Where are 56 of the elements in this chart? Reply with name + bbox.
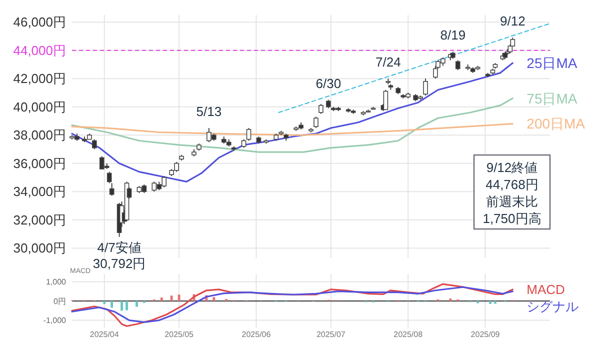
annotation: 7/24 [376, 54, 401, 70]
candlestick [106, 171, 112, 184]
y-tick-label: 30,000円 [13, 240, 66, 256]
x-tick-label: 2025/08 [394, 330, 424, 339]
bar [126, 301, 128, 310]
bar [160, 298, 163, 301]
y-tick-label: 34,000円 [13, 184, 66, 200]
x-tick-label: 2025/05 [164, 330, 194, 339]
annotation: 9/12 [500, 14, 526, 29]
candlestick [314, 116, 318, 129]
annotation: 1,750円高 [482, 211, 542, 226]
y-tick-label: 36,000円 [13, 156, 66, 171]
bar [136, 301, 138, 307]
bar [489, 301, 492, 304]
series-label: シグナル [526, 298, 579, 314]
y-tick-label: 32,000円 [13, 212, 66, 228]
y-tick-label: 38,000円 [13, 128, 66, 143]
y-tick-label: 44,000円 [13, 42, 66, 58]
annotation: 9/12終値 [486, 160, 538, 175]
annotation: 6/30 [316, 76, 342, 91]
bar [494, 301, 496, 304]
x-tick-label: 2025/06 [242, 330, 272, 339]
bar [103, 301, 106, 304]
y-tick-label: 42,000円 [13, 71, 66, 86]
bar [212, 297, 216, 301]
x-tick-label: 2025/04 [90, 330, 120, 339]
candlestick [246, 128, 252, 142]
x-tick-label: 2025/09 [470, 330, 500, 339]
candlestick [318, 104, 324, 114]
annotation: 5/13 [196, 104, 222, 120]
series-label: 25日MA [526, 54, 578, 71]
annotation: 8/19 [440, 28, 466, 43]
bar [449, 298, 452, 301]
y-tick-label: 0円 [54, 296, 66, 306]
bar [178, 294, 180, 301]
bar [170, 296, 173, 301]
candlestick [383, 89, 388, 110]
annotation: 44,768円 [486, 177, 538, 192]
annotation: 4/7安値 30,792円 [92, 240, 146, 271]
candlestick [423, 78, 428, 96]
candlestick [109, 182, 114, 196]
line-series [71, 98, 514, 153]
candlestick [455, 60, 460, 71]
series-label: MACD [526, 282, 565, 297]
y-tick-label: 40,000円 [13, 99, 66, 114]
annotation: 前週末比 [486, 194, 538, 209]
bar [110, 301, 114, 308]
series-label: 75日MA [526, 90, 578, 106]
x-tick-label: 2025/07 [316, 330, 346, 339]
bar [120, 301, 123, 311]
y-tick-label: -1,000 [43, 316, 67, 326]
line-series [71, 122, 514, 136]
series-label: 200日MA [526, 116, 586, 132]
y-tick-label: 46,000円 [13, 14, 66, 30]
y-tick-label: 1,000 [46, 278, 67, 287]
candlestick [92, 138, 97, 150]
